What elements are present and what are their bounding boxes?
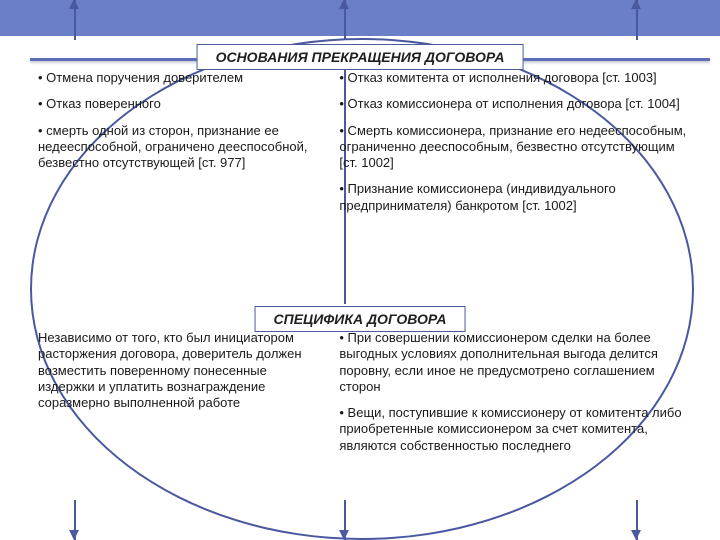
section-2-right: • При совершении комиссионером сделки на… [331, 330, 690, 464]
bullet-s1l-2: • смерть одной из сторон, признание ее н… [38, 123, 323, 172]
arrow-down-left-icon [69, 530, 79, 540]
section-1-right: • Отказ комитента от исполнения договора… [331, 70, 690, 224]
bullet-s1l-0: • Отмена поручения доверителем [38, 70, 323, 86]
section-2: Независимо от того, кто был инициатором … [38, 330, 690, 464]
section-2-left: Независимо от того, кто был инициатором … [38, 330, 331, 464]
bullet-s2r-0: • При совершении комиссионером сделки на… [339, 330, 690, 395]
bullet-s1r-0: • Отказ комитента от исполнения договора… [339, 70, 690, 86]
section-1: • Отмена поручения доверителем • Отказ п… [38, 70, 690, 224]
subtitle-box: СПЕЦИФИКА ДОГОВОРА [255, 306, 466, 332]
paragraph-s2l: Независимо от того, кто был инициатором … [38, 330, 323, 411]
arrow-up-center-icon [339, 0, 349, 9]
bullet-s1r-2: • Смерть комиссионера, признание его нед… [339, 123, 690, 172]
arrow-up-right-icon [631, 0, 641, 9]
title-box: ОСНОВАНИЯ ПРЕКРАЩЕНИЯ ДОГОВОРА [197, 44, 524, 70]
bullet-s1r-1: • Отказ комиссионера от исполнения догов… [339, 96, 690, 112]
header-band [0, 0, 720, 36]
arrow-up-left-icon [69, 0, 79, 9]
bullet-s1l-1: • Отказ поверенного [38, 96, 323, 112]
section-2-area: Независимо от того, кто был инициатором … [38, 330, 690, 464]
bullet-s2r-1: • Вещи, поступившие к комиссионеру от ко… [339, 405, 690, 454]
arrow-down-center-icon [339, 530, 349, 540]
bullet-s1r-3: • Признание комиссионера (индивидуальног… [339, 181, 690, 214]
content-area: • Отмена поручения доверителем • Отказ п… [38, 70, 690, 224]
section-1-left: • Отмена поручения доверителем • Отказ п… [38, 70, 331, 224]
arrow-down-right-icon [631, 530, 641, 540]
